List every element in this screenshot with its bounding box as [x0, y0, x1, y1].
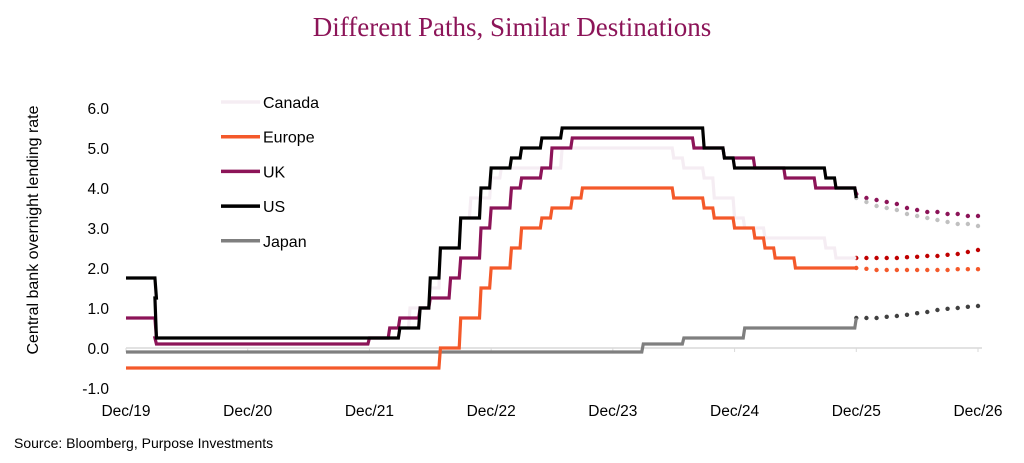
forecast-point: [955, 251, 960, 257]
forecast-point: [874, 255, 879, 261]
source-note: Source: Bloomberg, Purpose Investments: [14, 435, 274, 451]
forecast-point: [935, 253, 940, 259]
x-tick-label: Dec/23: [588, 403, 637, 420]
x-tick-label: Dec/24: [710, 403, 759, 420]
forecast-point: [894, 201, 900, 207]
forecast-point: [894, 255, 900, 261]
forecast-point: [925, 253, 930, 259]
forecast-point: [975, 223, 981, 229]
y-tick-label: 1.0: [87, 301, 109, 318]
series-line-japan: [126, 317, 858, 354]
y-tick-label: 6.0: [87, 101, 109, 118]
forecast-point: [945, 211, 950, 217]
y-axis-label: Central bank overnight lending rate: [25, 105, 42, 354]
forecast-point: [935, 267, 940, 273]
legend-label: Canada: [263, 95, 319, 112]
y-tick-label: -1.0: [82, 381, 109, 398]
forecast-point: [975, 303, 981, 309]
forecast-point: [945, 252, 950, 257]
forecast-point: [904, 267, 910, 273]
forecast-point: [864, 195, 869, 201]
forecast-point: [884, 267, 889, 273]
y-tick-label: 0.0: [87, 341, 109, 358]
forecast-series: [854, 303, 981, 321]
forecast-point: [955, 211, 960, 217]
forecast-point: [874, 203, 879, 209]
series-line-europe: [126, 186, 857, 370]
forecast-point: [925, 309, 930, 315]
legend-label: UK: [263, 164, 286, 181]
series-line-us: [126, 126, 858, 340]
forecast-series: [854, 265, 981, 273]
x-tick-label: Dec/26: [953, 403, 1002, 420]
forecast-point: [925, 215, 930, 221]
forecast-point: [904, 211, 910, 217]
forecast-point: [864, 255, 869, 261]
forecast-point: [894, 313, 900, 319]
forecast-point: [914, 213, 920, 219]
forecast-point: [884, 199, 889, 205]
series-line-uk: [126, 136, 858, 346]
forecast-point: [904, 312, 910, 317]
forecast-point: [864, 315, 869, 321]
forecast-point: [945, 219, 950, 225]
forecast-point: [955, 221, 960, 227]
forecast-point: [914, 311, 920, 316]
forecast-series: [854, 195, 981, 229]
forecast-point: [955, 267, 960, 272]
forecast-point: [925, 209, 930, 215]
forecast-point: [975, 267, 981, 272]
forecast-point: [975, 213, 981, 219]
forecast-point: [874, 267, 879, 273]
forecast-point: [914, 267, 920, 273]
forecast-point: [935, 307, 940, 313]
forecast-point: [945, 306, 950, 311]
forecast-point: [914, 254, 920, 259]
forecast-point: [965, 213, 971, 219]
legend-label: Europe: [263, 130, 315, 147]
forecast-point: [894, 267, 900, 273]
x-tick-label: Dec/25: [832, 403, 881, 420]
forecast-point: [864, 199, 869, 205]
forecast-point: [945, 267, 950, 273]
forecast-point: [965, 267, 971, 272]
forecast-point: [874, 315, 879, 321]
forecast-point: [935, 209, 940, 215]
forecast-point: [965, 304, 971, 309]
x-tick-label: Dec/20: [223, 403, 272, 420]
x-tick-label: Dec/22: [467, 403, 516, 420]
forecast-point: [965, 221, 971, 227]
forecast-point: [864, 266, 869, 271]
forecast-point: [884, 205, 889, 211]
legend-label: Japan: [263, 234, 307, 251]
y-tick-label: 4.0: [87, 181, 109, 198]
forecast-point: [975, 247, 981, 253]
forecast-point: [884, 314, 889, 319]
x-tick-label: Dec/19: [101, 403, 150, 420]
y-tick-label: 3.0: [87, 221, 109, 238]
x-tick-label: Dec/21: [345, 403, 394, 420]
y-tick-label: 5.0: [87, 141, 109, 158]
forecast-point: [874, 197, 879, 203]
forecast-point: [914, 207, 920, 213]
forecast-point: [894, 207, 900, 213]
forecast-point: [935, 217, 940, 223]
forecast-point: [904, 255, 910, 260]
chart-title: Different Paths, Similar Destinations: [312, 12, 712, 42]
forecast-series: [854, 247, 981, 261]
forecast-point: [904, 205, 910, 211]
forecast-point: [955, 305, 960, 311]
forecast-point: [965, 249, 971, 255]
forecast-point: [884, 255, 889, 261]
legend-label: US: [263, 199, 285, 216]
y-tick-label: 2.0: [87, 261, 109, 278]
forecast-point: [925, 267, 930, 273]
